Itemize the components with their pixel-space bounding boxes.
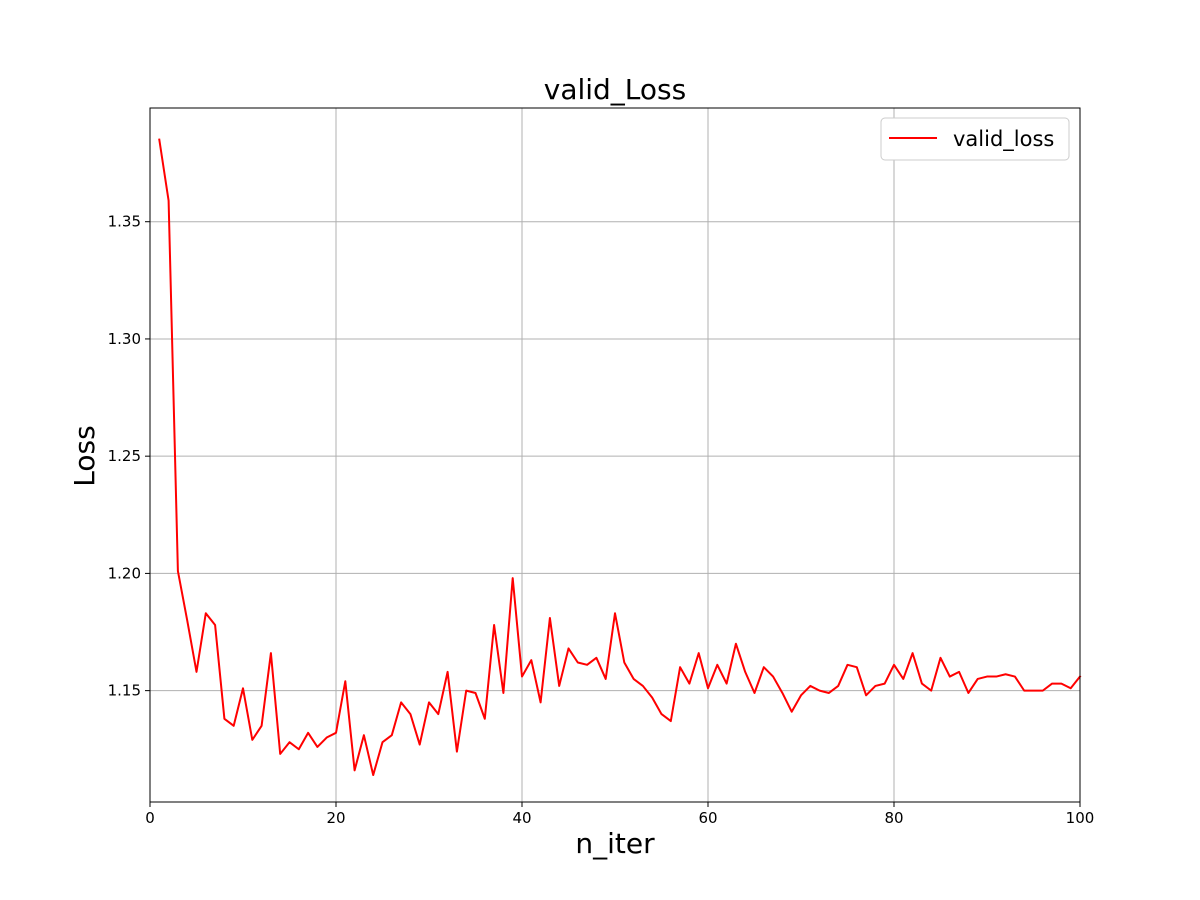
series-line-valid-loss [158, 138, 1082, 777]
y-tick-label: 1.15 [108, 682, 141, 700]
series-layer [158, 138, 1082, 777]
x-axis-ticks: 0 20 40 60 80 100 [145, 802, 1094, 827]
y-axis-title: Loss [68, 425, 101, 486]
y-tick-label: 1.20 [108, 564, 141, 582]
legend-label-valid-loss: valid_loss [953, 127, 1054, 152]
x-tick-label: 40 [512, 809, 531, 827]
x-tick-label: 100 [1066, 809, 1095, 827]
y-tick-label: 1.35 [108, 213, 141, 231]
x-tick-label: 60 [698, 809, 717, 827]
x-tick-label: 80 [884, 809, 903, 827]
x-axis-title: n_iter [575, 827, 655, 860]
y-tick-label: 1.25 [108, 447, 141, 465]
y-axis-ticks: 1.15 1.20 1.25 1.30 1.35 [108, 213, 150, 700]
grid [149, 108, 1081, 802]
legend: valid_loss [880, 117, 1070, 161]
x-tick-label: 20 [326, 809, 345, 827]
x-tick-label: 0 [145, 809, 155, 827]
y-tick-label: 1.30 [108, 330, 141, 348]
plot-frame [149, 107, 1081, 803]
legend-box [880, 117, 1070, 161]
chart-title: valid_Loss [544, 73, 686, 106]
